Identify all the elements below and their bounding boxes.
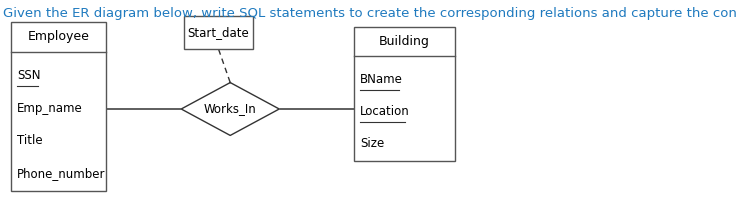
Text: Title: Title bbox=[17, 135, 43, 147]
Text: Employee: Employee bbox=[28, 31, 90, 43]
Text: Given the ER diagram below, write SQL statements to create the corresponding rel: Given the ER diagram below, write SQL st… bbox=[3, 7, 737, 20]
Text: Size: Size bbox=[360, 137, 385, 150]
Text: Works_In: Works_In bbox=[204, 102, 256, 116]
Bar bbox=[11, 22, 106, 191]
Text: Location: Location bbox=[360, 105, 410, 118]
Text: Start_date: Start_date bbox=[188, 26, 250, 39]
Bar bbox=[354, 27, 455, 161]
Text: Building: Building bbox=[379, 35, 430, 48]
Polygon shape bbox=[181, 83, 279, 135]
Text: Phone_number: Phone_number bbox=[17, 167, 105, 180]
Text: Emp_name: Emp_name bbox=[17, 102, 83, 115]
Text: BName: BName bbox=[360, 73, 403, 86]
Text: SSN: SSN bbox=[17, 70, 41, 82]
Bar bbox=[184, 16, 254, 49]
